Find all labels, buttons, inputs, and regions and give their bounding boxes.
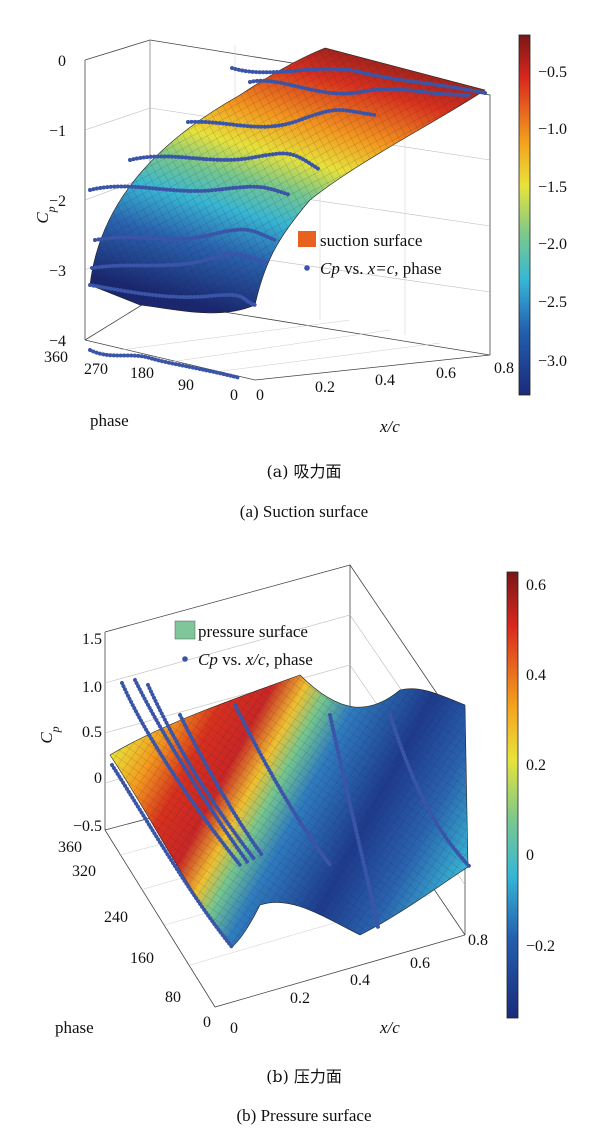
chart-a-svg: 0 −1 −2 −3 −4 Cp 360 270 180 90 0 phase … [33,34,567,436]
y-tick: 360 [58,839,82,856]
colorbar-tick: 0.4 [526,667,546,684]
z-ticks-a: 0 −1 −2 −3 −4 [49,53,66,350]
x-tick: 0.2 [290,990,310,1007]
y-tick: 320 [72,863,96,880]
legend-label: pressure surface [198,622,308,641]
z-tick: −1 [49,123,66,140]
y-tick: 270 [84,361,108,378]
z-tick: 0 [58,53,66,70]
pressure-point-series [110,678,472,949]
suction-surface-mesh [90,48,485,313]
legend-a: suction surface Cp vs. x=c, phase [298,231,442,278]
y-tick: 90 [178,377,194,394]
y-tick: 240 [104,909,128,926]
y-tick: 360 [44,349,68,366]
colorbar-b [506,571,519,1019]
x-tick: 0.8 [494,360,514,377]
colorbar-tick: −2.0 [538,236,567,253]
z-tick: 1.0 [82,679,102,696]
y-tick: 80 [165,989,181,1006]
x-ticks-b: 0 0.2 0.4 0.6 0.8 [230,932,488,1037]
y-axis-label-a: phase [90,411,129,430]
colorbar-tick: −0.2 [526,938,555,955]
pressure-surface-mesh [110,675,468,947]
x-tick: 0.6 [410,955,430,972]
y-ticks-a: 360 270 180 90 0 [44,349,238,404]
y-tick: 160 [130,950,154,967]
colorbar-tick: −1.0 [538,121,567,138]
y-tick: 0 [230,387,238,404]
z-tick: −0.5 [73,818,102,835]
y-tick: 0 [203,1014,211,1031]
colorbar-tick: −3.0 [538,353,567,370]
x-tick: 0 [230,1020,238,1037]
x-tick: 0.4 [375,372,395,389]
caption-b-cn: (b) 压力面 [266,1067,342,1086]
x-tick: 0.2 [315,379,335,396]
legend-label-points: Cp vs. x=c, phase [320,259,442,278]
colorbar-tick: 0.6 [526,577,546,594]
z-tick: 0 [94,770,102,787]
legend-swatch-surface [298,231,316,247]
chart-b-svg: 1.5 1.0 0.5 0 −0.5 Cp 360 320 240 160 80… [37,564,555,1037]
colorbar-tick: −1.5 [538,179,567,196]
x-ticks-a: 0 0.2 0.4 0.6 0.8 [256,360,514,404]
x-tick: 0.6 [436,365,456,382]
x-tick: 0.8 [468,932,488,949]
colorbar-tick: 0.2 [526,757,546,774]
colorbar-tick: −0.5 [538,64,567,81]
y-tick: 180 [130,365,154,382]
z-tick: −2 [49,193,66,210]
suction-point-series [88,66,487,380]
legend-b: pressure surface Cp vs. x/c, phase [174,620,313,669]
legend-swatch-surface [174,620,196,640]
colorbar-ticks-b: 0.6 0.4 0.2 0 −0.2 [526,577,555,955]
caption-a-cn: (a) 吸力面 [266,462,342,481]
chart-panel-a: 0 −1 −2 −3 −4 Cp 360 270 180 90 0 phase … [0,0,608,440]
x-axis-label-a: x/c [379,417,400,436]
caption-b-en: (b) Pressure surface [236,1106,372,1125]
z-axis-label-a: Cp [33,206,58,223]
caption-a-en: (a) Suction surface [239,502,369,521]
legend-marker-points [182,656,188,662]
colorbar-a [518,34,531,396]
z-tick: 1.5 [82,631,102,648]
y-ticks-b: 360 320 240 160 80 0 [58,839,211,1031]
z-tick: −3 [49,263,66,280]
legend-label-points: Cp vs. x/c, phase [198,650,313,669]
x-tick: 0 [256,387,264,404]
colorbar-tick: −2.5 [538,294,567,311]
z-ticks-b: 1.5 1.0 0.5 0 −0.5 [73,631,102,835]
x-tick: 0.4 [350,972,370,989]
legend-marker-points [304,265,310,271]
colorbar-ticks-a: −0.5 −1.0 −1.5 −2.0 −2.5 −3.0 [538,64,567,370]
x-axis-label-b: x/c [379,1018,400,1037]
z-axis-label-b: Cp [37,726,62,743]
z-tick: 0.5 [82,724,102,741]
colorbar-tick: 0 [526,847,534,864]
chart-panel-b: 1.5 1.0 0.5 0 −0.5 Cp 360 320 240 160 80… [0,555,608,1050]
legend-label: suction surface [320,231,422,250]
y-axis-label-b: phase [55,1018,94,1037]
z-tick: −4 [49,333,66,350]
